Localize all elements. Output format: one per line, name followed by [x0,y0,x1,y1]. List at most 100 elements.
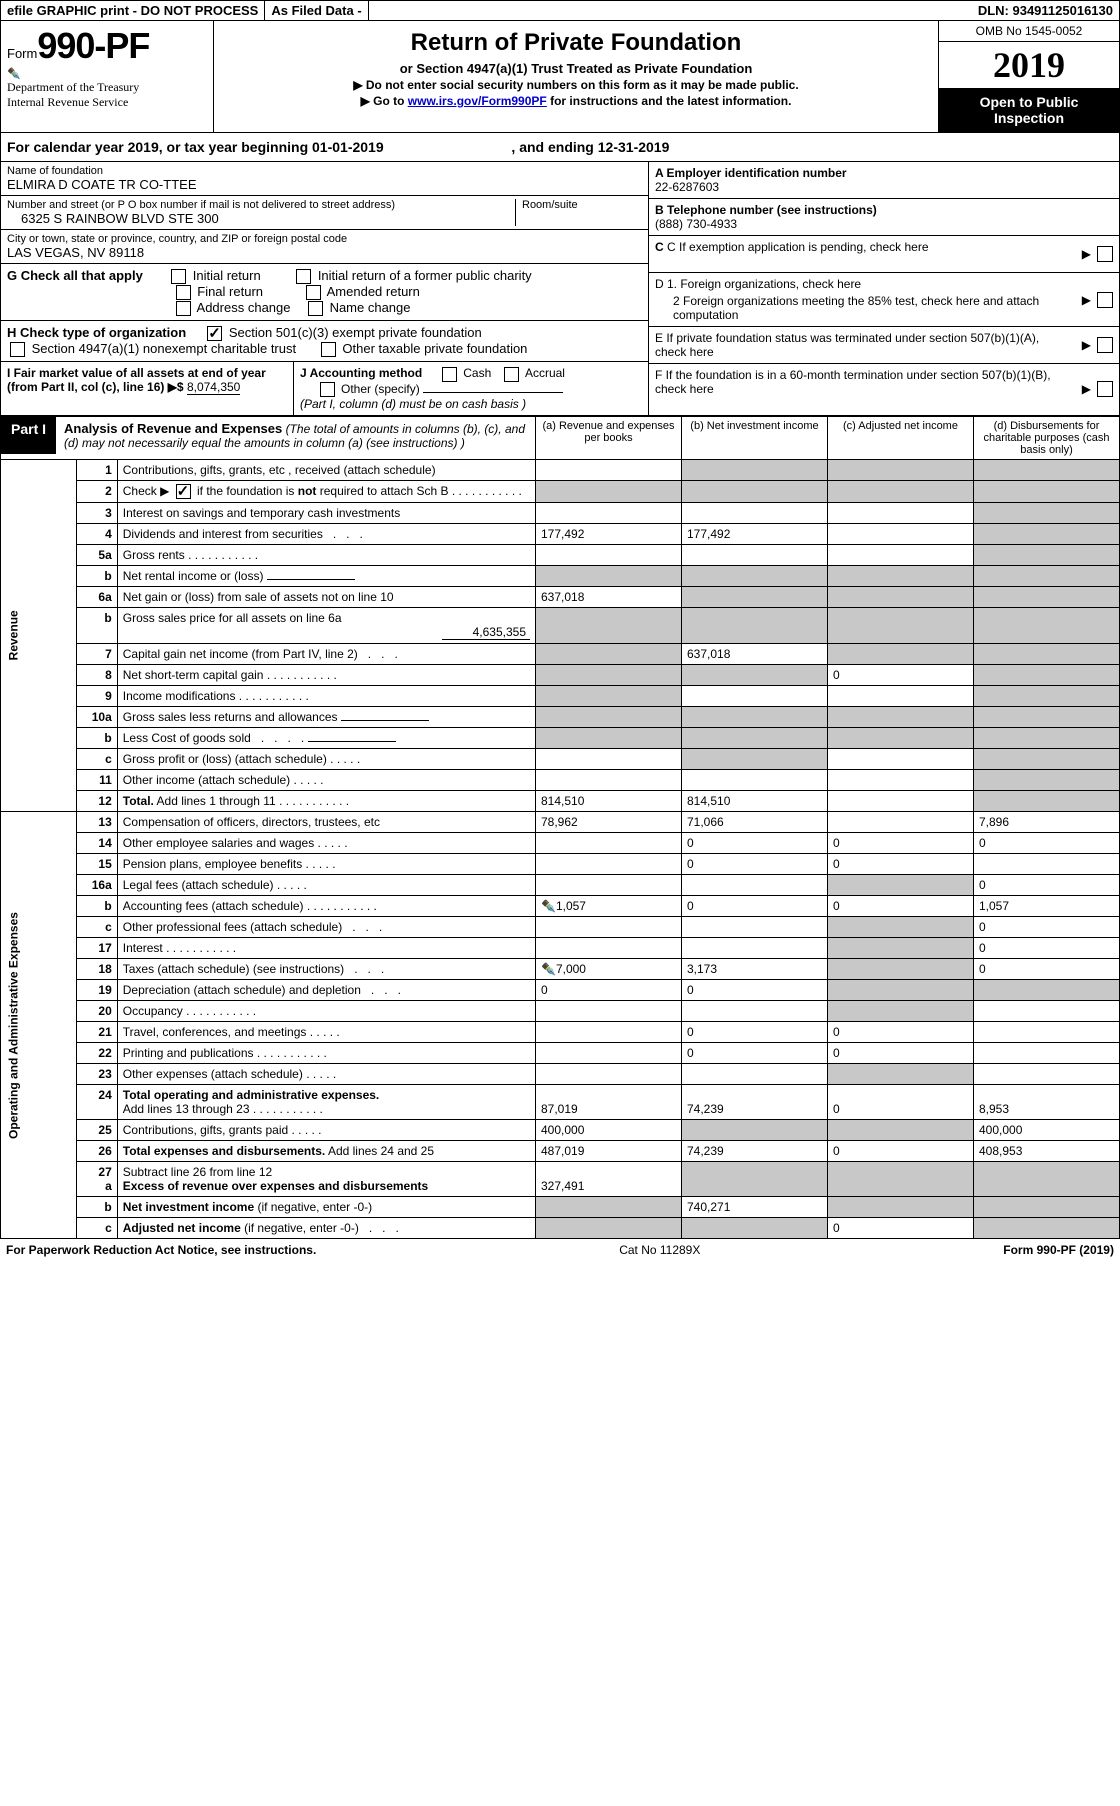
cb-accrual[interactable] [504,367,519,382]
r14-d: 0 [974,833,1120,854]
r18-a: ✒️7,000 [536,959,682,980]
address-value: 6325 S RAINBOW BLVD STE 300 [7,211,515,226]
sub3-pre: ▶ Go to [361,94,408,108]
cb-501c3[interactable] [207,326,222,341]
row-4: Dividends and interest from securities .… [117,524,535,545]
r13-b: 71,066 [682,812,828,833]
h-label: H Check type of organization [7,325,186,340]
col-d-header: (d) Disbursements for charitable purpose… [974,416,1120,459]
r25-d: 400,000 [974,1120,1120,1141]
form-number: 990-PF [37,25,149,66]
cb-initial-former[interactable] [296,269,311,284]
row-5a: Gross rents [117,545,535,566]
foundation-name-label: Name of foundation [7,165,642,177]
b-value: (888) 730-4933 [655,217,737,231]
r12-a: 814,510 [536,791,682,812]
cb-exemption-pending[interactable] [1097,246,1113,262]
dept-line1: Department of the Treasury [7,80,207,95]
col-c-header: (c) Adjusted net income [828,416,974,459]
col-b-header: (b) Net investment income [682,416,828,459]
part1-table: Part I Analysis of Revenue and Expenses … [0,416,1120,1239]
col-a-header: (a) Revenue and expenses per books [536,416,682,459]
dln-label: DLN: [978,3,1009,18]
r26-a: 487,019 [536,1141,682,1162]
row-5b: Net rental income or (loss) [117,566,535,587]
cb-sch-b[interactable] [176,484,191,499]
omb-number: OMB No 1545-0052 [939,21,1119,42]
r24-b: 74,239 [682,1085,828,1120]
form-subtitle3: ▶ Go to www.irs.gov/Form990PF for instru… [220,94,932,108]
cb-amended[interactable] [306,285,321,300]
form-subtitle1: or Section 4947(a)(1) Trust Treated as P… [220,61,932,76]
section-h: H Check type of organization Section 501… [1,320,648,361]
cb-cash[interactable] [442,367,457,382]
cb-status-terminated[interactable] [1097,337,1113,353]
row-13: Compensation of officers, directors, tru… [117,812,535,833]
row-17: Interest [117,938,535,959]
row-16a: Legal fees (attach schedule) [117,875,535,896]
arrow-icon: ▶ [1082,338,1091,352]
row-19: Depreciation (attach schedule) and deple… [117,980,535,1001]
arrow-icon: ▶ [1082,382,1091,396]
b-label: B Telephone number (see instructions) [655,203,877,217]
cb-name-change[interactable] [308,301,323,316]
r24-d: 8,953 [974,1085,1120,1120]
row-10b: Less Cost of goods sold . . . . [117,728,535,749]
g-opt1: Initial return [193,268,261,283]
g-label: G Check all that apply [7,268,143,283]
r27b-b: 740,271 [682,1197,828,1218]
open-inspection: Open to Public Inspection [939,88,1119,132]
row-26: Total expenses and disbursements. Add li… [117,1141,535,1162]
row-1: Contributions, gifts, grants, etc , rece… [117,459,535,480]
caly-end: 12-31-2019 [598,139,670,155]
cb-initial-return[interactable] [171,269,186,284]
cb-4947a1[interactable] [10,342,25,357]
dln: DLN: 93491125016130 [369,1,1119,20]
cb-final-return[interactable] [176,285,191,300]
irs-link[interactable]: www.irs.gov/Form990PF [408,94,547,108]
section-g: G Check all that apply Initial return In… [1,263,648,320]
address-label: Number and street (or P O box number if … [7,199,515,211]
form-word: Form [7,46,37,61]
r14-b: 0 [682,833,828,854]
efile-notice: efile GRAPHIC print - DO NOT PROCESS [1,1,265,20]
f-label: F If the foundation is in a 60-month ter… [655,368,1051,396]
r4-a: 177,492 [536,524,682,545]
sub3-link: www.irs.gov/Form990PF [408,94,547,108]
row-24: Total operating and administrative expen… [117,1085,535,1120]
row-10a: Gross sales less returns and allowances [117,707,535,728]
cb-address-change[interactable] [176,301,191,316]
g-opt3: Final return [197,284,263,299]
row-20: Occupancy [117,1001,535,1022]
calendar-year-line: For calendar year 2019, or tax year begi… [0,133,1120,162]
info-grid: Name of foundation ELMIRA D COATE TR CO-… [0,162,1120,416]
cb-other-method[interactable] [320,382,335,397]
row-27c: Adjusted net income (if negative, enter … [117,1218,535,1239]
h-opt2: Section 4947(a)(1) nonexempt charitable … [32,341,296,356]
g-opt4: Amended return [327,284,420,299]
a-label: A Employer identification number [655,166,847,180]
tax-year: 2019 [939,42,1119,88]
form-subtitle2: ▶ Do not enter social security numbers o… [220,78,932,92]
r16b-a: ✒️1,057 [536,896,682,917]
footer-right: Form 990-PF (2019) [1003,1243,1114,1257]
r16c-d: 0 [974,917,1120,938]
row-16c: Other professional fees (attach schedule… [117,917,535,938]
row-11: Other income (attach schedule) [117,770,535,791]
part1-title-bold: Analysis of Revenue and Expenses [64,421,282,436]
row-7: Capital gain net income (from Part IV, l… [117,644,535,665]
row-23: Other expenses (attach schedule) [117,1064,535,1085]
top-bar: efile GRAPHIC print - DO NOT PROCESS As … [0,0,1120,21]
r6a-a: 637,018 [536,587,682,608]
form-title: Return of Private Foundation [220,29,932,57]
cb-other-taxable[interactable] [321,342,336,357]
row-14: Other employee salaries and wages [117,833,535,854]
row-2: Check ▶ if the foundation is not require… [117,480,535,502]
j-note: (Part I, column (d) must be on cash basi… [300,397,526,411]
j-other: Other (specify) [341,382,420,396]
section-ij: I Fair market value of all assets at end… [1,361,648,415]
cb-60month[interactable] [1097,381,1113,397]
caly-begin: 01-01-2019 [312,139,384,155]
row-6a: Net gain or (loss) from sale of assets n… [117,587,535,608]
r12-b: 814,510 [682,791,828,812]
